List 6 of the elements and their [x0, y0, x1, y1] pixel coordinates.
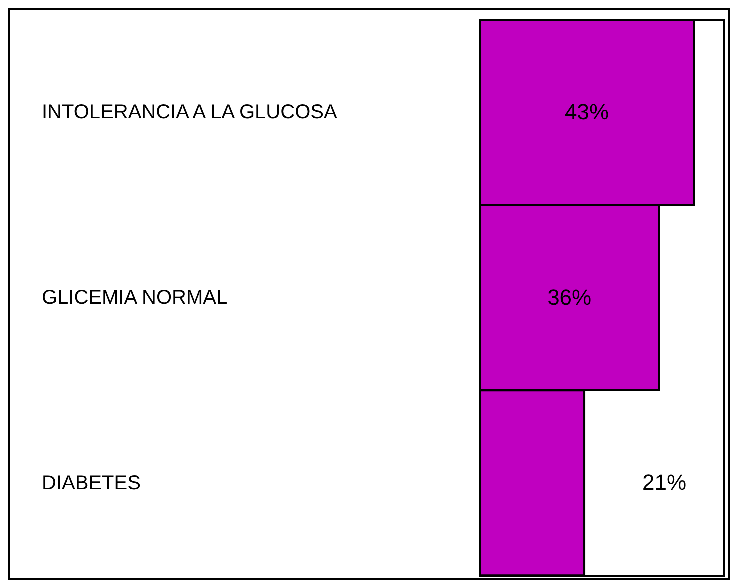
y-tick-label: GLICEMIA NORMAL	[42, 287, 228, 309]
y-tick-label: INTOLERANCIA A LA GLUCOSA	[42, 102, 338, 124]
data-label: 21%	[642, 470, 687, 496]
data-label: 36%	[548, 284, 592, 310]
y-tick-label: DIABETES	[42, 472, 141, 494]
data-label: 43%	[564, 100, 610, 124]
